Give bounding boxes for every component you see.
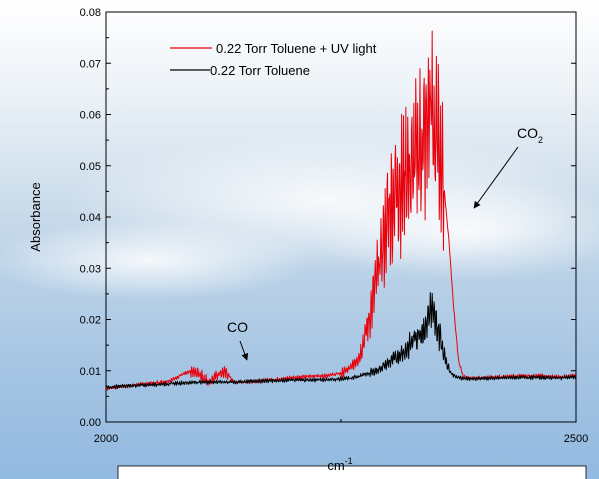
annotation-co: CO: [227, 319, 249, 361]
annotation-co2-subscript: 2: [538, 135, 543, 145]
x-tick-label: 2000: [94, 433, 118, 445]
x-axis-title-superscript: -1: [345, 456, 353, 466]
y-tick-label: 0.01: [80, 366, 101, 378]
y-axis: 0.00 0.01 0.02 0.03 0.04 0.05 0.06 0.07 0.08: [80, 7, 576, 429]
y-tick-label: 0.03: [80, 263, 101, 275]
annotation-co-arrow: [239, 340, 249, 361]
lower-panel: [117, 465, 587, 479]
y-tick-label: 0.05: [80, 161, 101, 173]
annotation-co2-arrow: [473, 146, 519, 209]
legend-label-uv: 0.22 Torr Toluene + UV light: [216, 41, 377, 56]
series-line-toluene: [105, 292, 577, 390]
y-tick-label: 0.06: [80, 110, 101, 122]
legend-label-toluene: 0.22 Torr Toluene: [210, 63, 310, 78]
annotation-co2-label: CO2: [517, 125, 543, 145]
y-tick-label: 0.07: [80, 58, 101, 70]
x-axis-title-text: cm: [327, 458, 344, 473]
y-axis-title: Absorbance: [28, 182, 43, 251]
y-tick-label: 0.00: [80, 417, 101, 429]
x-axis-title: cm-1: [327, 456, 352, 473]
y-tick-label: 0.02: [80, 315, 101, 327]
series-layer: [105, 30, 577, 391]
legend: 0.22 Torr Toluene + UV light 0.22 Torr T…: [170, 41, 377, 78]
annotation-co-label: CO: [227, 319, 248, 335]
y-tick-label: 0.04: [80, 212, 101, 224]
x-tick-label: 2500: [564, 433, 588, 445]
annotation-co2: CO2: [473, 125, 543, 209]
background-cloud: [0, 220, 310, 300]
x-axis: 2000 2500: [94, 417, 588, 445]
y-tick-label: 0.08: [80, 7, 101, 19]
